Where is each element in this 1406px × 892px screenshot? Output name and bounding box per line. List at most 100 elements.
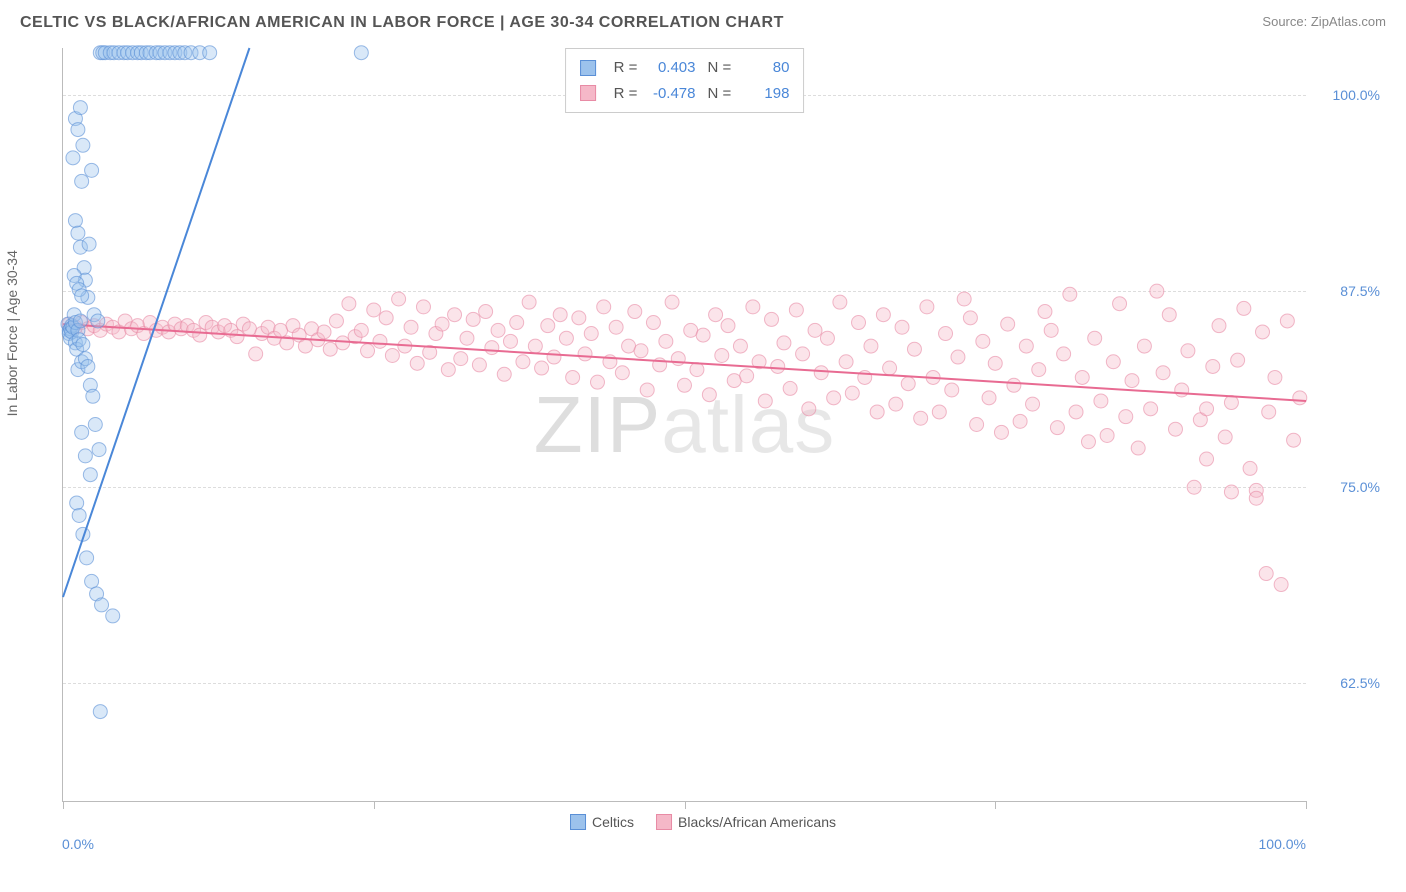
legend-swatch [580, 85, 596, 101]
data-point [1137, 339, 1151, 353]
y-axis-label: In Labor Force | Age 30-34 [4, 250, 20, 416]
data-point [392, 292, 406, 306]
data-point [75, 289, 89, 303]
data-point [684, 323, 698, 337]
stat-row: R = -0.478N = 198 [580, 81, 790, 107]
data-point [416, 300, 430, 314]
data-point [441, 363, 455, 377]
data-point [746, 300, 760, 314]
data-point [696, 328, 710, 342]
data-point [572, 311, 586, 325]
data-point [883, 361, 897, 375]
data-point [336, 336, 350, 350]
chart-title: CELTIC VS BLACK/AFRICAN AMERICAN IN LABO… [20, 14, 784, 32]
data-point [1044, 323, 1058, 337]
data-point [66, 151, 80, 165]
data-point [1150, 284, 1164, 298]
data-point [1262, 405, 1276, 419]
data-point [1231, 353, 1245, 367]
data-point [91, 314, 105, 328]
data-point [1243, 461, 1257, 475]
data-point [1259, 567, 1273, 581]
data-point [678, 378, 692, 392]
x-tick [995, 801, 996, 809]
scatter-plot: ZIPatlas R = 0.403N = 80R = -0.478N = 19… [62, 48, 1306, 802]
data-point [833, 295, 847, 309]
data-point [628, 305, 642, 319]
data-point [354, 46, 368, 60]
data-point [73, 101, 87, 115]
data-point [994, 425, 1008, 439]
data-point [671, 352, 685, 366]
data-point [1268, 370, 1282, 384]
data-point [634, 344, 648, 358]
data-point [203, 46, 217, 60]
data-point [1081, 435, 1095, 449]
data-point [808, 323, 822, 337]
data-point [920, 300, 934, 314]
data-point [522, 295, 536, 309]
data-point [1206, 359, 1220, 373]
data-point [80, 551, 94, 565]
data-point [317, 325, 331, 339]
data-point [1144, 402, 1158, 416]
data-point [242, 322, 256, 336]
data-point [1007, 378, 1021, 392]
data-point [472, 358, 486, 372]
data-point [1013, 414, 1027, 428]
data-point [72, 508, 86, 522]
data-point [106, 609, 120, 623]
data-point [547, 350, 561, 364]
data-point [78, 449, 92, 463]
data-point [503, 334, 517, 348]
data-point [1218, 430, 1232, 444]
legend-label: Blacks/African Americans [678, 814, 836, 830]
data-point [367, 303, 381, 317]
y-tick-label: 87.5% [1340, 283, 1380, 299]
data-point [982, 391, 996, 405]
n-value: 198 [735, 81, 789, 107]
data-point [1156, 366, 1170, 380]
data-point [771, 359, 785, 373]
data-point [81, 359, 95, 373]
data-point [839, 355, 853, 369]
r-value: -0.478 [642, 81, 696, 107]
data-point [1106, 355, 1120, 369]
data-point [510, 316, 524, 330]
data-point [597, 300, 611, 314]
data-point [1293, 391, 1307, 405]
data-point [1001, 317, 1015, 331]
source-link[interactable]: ZipAtlas.com [1311, 14, 1386, 29]
data-point [957, 292, 971, 306]
data-point [466, 312, 480, 326]
data-point [590, 375, 604, 389]
data-point [1274, 578, 1288, 592]
data-point [615, 366, 629, 380]
data-point [249, 347, 263, 361]
n-value: 80 [735, 55, 789, 81]
data-point [876, 308, 890, 322]
data-point [609, 320, 623, 334]
data-point [783, 381, 797, 395]
y-tick-label: 100.0% [1333, 87, 1380, 103]
data-point [1200, 452, 1214, 466]
data-point [1224, 485, 1238, 499]
legend-item: Celtics [570, 814, 634, 830]
data-point [1181, 344, 1195, 358]
data-point [765, 312, 779, 326]
data-point [1212, 319, 1226, 333]
data-point [385, 348, 399, 362]
source-label: Source: ZipAtlas.com [1262, 14, 1386, 29]
data-point [1131, 441, 1145, 455]
data-point [1255, 325, 1269, 339]
data-point [907, 342, 921, 356]
data-point [323, 342, 337, 356]
data-point [889, 397, 903, 411]
data-point [274, 323, 288, 337]
data-point [95, 598, 109, 612]
data-point [895, 320, 909, 334]
data-point [553, 308, 567, 322]
data-point [535, 361, 549, 375]
data-point [410, 356, 424, 370]
data-point [75, 174, 89, 188]
